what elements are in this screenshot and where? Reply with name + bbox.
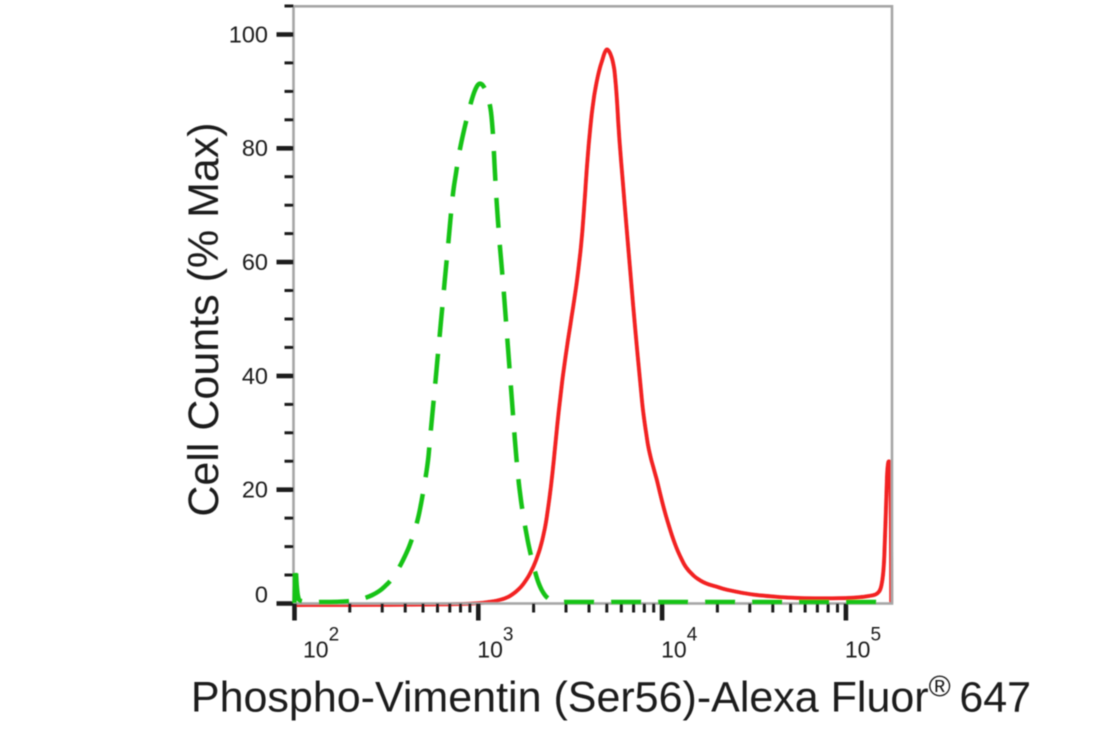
svg-text:80: 80 — [242, 135, 268, 161]
svg-text:Phospho-Vimentin (Ser56)-Alexa: Phospho-Vimentin (Ser56)-Alexa Fluor® 64… — [191, 671, 1031, 722]
svg-text:100: 100 — [229, 21, 268, 47]
svg-text:60: 60 — [242, 249, 268, 275]
svg-text:0: 0 — [255, 582, 268, 608]
svg-text:20: 20 — [242, 477, 268, 503]
svg-text:105: 105 — [845, 625, 881, 663]
svg-text:40: 40 — [242, 363, 268, 389]
svg-text:104: 104 — [661, 625, 698, 663]
svg-text:Cell Counts (% Max): Cell Counts (% Max) — [180, 122, 228, 516]
svg-text:102: 102 — [303, 625, 339, 663]
svg-text:103: 103 — [477, 625, 513, 663]
